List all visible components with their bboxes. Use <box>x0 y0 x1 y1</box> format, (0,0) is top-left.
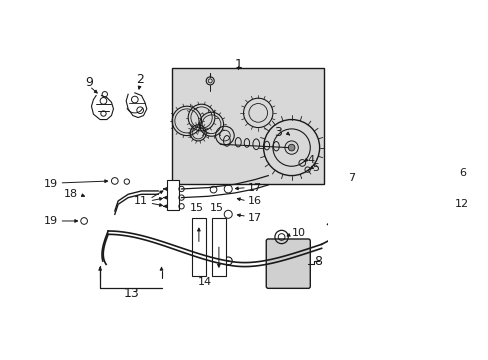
Text: 6: 6 <box>459 168 466 178</box>
Text: 12: 12 <box>454 199 468 209</box>
Text: 7: 7 <box>347 172 354 183</box>
Text: 9: 9 <box>85 76 93 89</box>
Text: 10: 10 <box>291 228 305 238</box>
FancyBboxPatch shape <box>265 239 310 288</box>
Text: 15: 15 <box>209 203 224 213</box>
Text: 8: 8 <box>313 255 321 267</box>
Bar <box>166 180 179 210</box>
Bar <box>171 68 323 184</box>
Text: 13: 13 <box>123 287 139 300</box>
Text: 18: 18 <box>64 189 78 199</box>
Bar <box>211 218 226 276</box>
Text: 1: 1 <box>234 58 242 71</box>
Text: 17: 17 <box>248 183 262 193</box>
Text: 11: 11 <box>134 196 148 206</box>
Text: 19: 19 <box>44 179 58 189</box>
Text: 16: 16 <box>248 196 262 206</box>
Circle shape <box>288 144 294 151</box>
Text: 17: 17 <box>248 213 262 222</box>
Text: 14: 14 <box>198 277 211 287</box>
Bar <box>191 218 206 276</box>
Text: 3: 3 <box>274 126 282 139</box>
Text: 5: 5 <box>312 163 319 172</box>
Text: 15: 15 <box>189 203 203 213</box>
Text: 19: 19 <box>44 216 58 226</box>
Text: 4: 4 <box>306 154 313 165</box>
Text: 2: 2 <box>136 73 144 86</box>
